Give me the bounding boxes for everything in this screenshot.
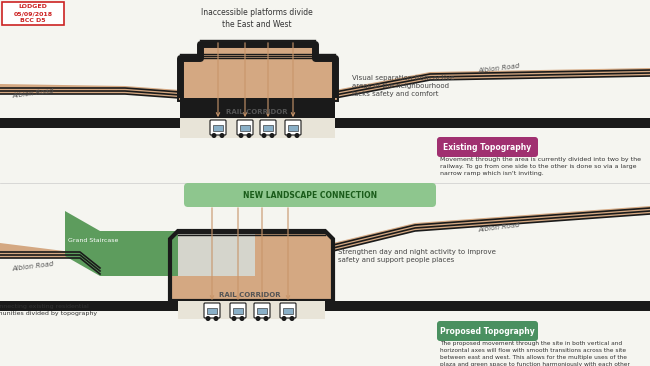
Text: Existing Topography: Existing Topography <box>443 142 532 152</box>
Circle shape <box>212 134 216 137</box>
Text: Grand Staircase: Grand Staircase <box>68 239 118 243</box>
Polygon shape <box>0 118 650 128</box>
Text: Connecting existing residential
communities divided by topography: Connecting existing residential communit… <box>0 304 97 315</box>
Polygon shape <box>180 98 335 118</box>
Circle shape <box>262 134 266 137</box>
Text: Strengthen day and night activity to improve
safety and support people places: Strengthen day and night activity to imp… <box>338 249 496 263</box>
FancyBboxPatch shape <box>254 303 270 318</box>
FancyBboxPatch shape <box>184 183 436 207</box>
Polygon shape <box>65 211 178 276</box>
Text: Albion Road: Albion Road <box>478 63 521 74</box>
Polygon shape <box>335 68 650 98</box>
Text: Movement through the area is currently divided into two by the
railway. To go fr: Movement through the area is currently d… <box>440 157 641 176</box>
Circle shape <box>214 317 218 320</box>
Polygon shape <box>0 84 180 98</box>
Circle shape <box>264 317 268 320</box>
FancyBboxPatch shape <box>210 120 226 135</box>
Circle shape <box>220 134 224 137</box>
Text: Albion Road: Albion Road <box>478 221 521 232</box>
FancyBboxPatch shape <box>213 125 223 131</box>
Polygon shape <box>180 44 335 98</box>
Text: RAIL CORRIDOR: RAIL CORRIDOR <box>226 109 288 115</box>
Polygon shape <box>0 243 100 274</box>
Text: NEW LANDSCAPE CONNECTION: NEW LANDSCAPE CONNECTION <box>243 190 377 199</box>
Text: Proposed Topography: Proposed Topography <box>440 326 535 336</box>
FancyBboxPatch shape <box>283 308 293 314</box>
FancyBboxPatch shape <box>257 308 267 314</box>
Circle shape <box>295 134 299 137</box>
Circle shape <box>282 317 286 320</box>
Text: RAIL CORRIDOR: RAIL CORRIDOR <box>219 292 281 298</box>
FancyBboxPatch shape <box>240 125 250 131</box>
Circle shape <box>206 317 210 320</box>
Circle shape <box>239 134 243 137</box>
FancyBboxPatch shape <box>178 301 325 319</box>
Circle shape <box>240 317 244 320</box>
Text: The proposed movement through the site in both vertical and
horizontal axes will: The proposed movement through the site i… <box>440 341 630 366</box>
Text: Albion Road: Albion Road <box>12 87 55 98</box>
FancyBboxPatch shape <box>237 120 253 135</box>
FancyBboxPatch shape <box>437 137 538 157</box>
Circle shape <box>290 317 294 320</box>
Circle shape <box>247 134 251 137</box>
FancyBboxPatch shape <box>288 125 298 131</box>
FancyBboxPatch shape <box>204 303 220 318</box>
Polygon shape <box>178 231 255 276</box>
Text: Inaccessible platforms divide
the East and West: Inaccessible platforms divide the East a… <box>201 8 313 29</box>
FancyBboxPatch shape <box>207 308 217 314</box>
Text: LODGED
05/09/2018
BCC D5: LODGED 05/09/2018 BCC D5 <box>14 4 53 23</box>
FancyBboxPatch shape <box>2 2 64 25</box>
Circle shape <box>232 317 236 320</box>
FancyBboxPatch shape <box>230 303 246 318</box>
Text: Visual separation from active
areas of the neighbourhood
lacks safety and comfor: Visual separation from active areas of t… <box>352 75 454 97</box>
FancyBboxPatch shape <box>263 125 273 131</box>
Circle shape <box>270 134 274 137</box>
Circle shape <box>256 317 260 320</box>
FancyBboxPatch shape <box>285 120 301 135</box>
FancyBboxPatch shape <box>280 303 296 318</box>
Circle shape <box>287 134 291 137</box>
Polygon shape <box>0 301 650 311</box>
Polygon shape <box>170 301 333 306</box>
FancyBboxPatch shape <box>260 120 276 135</box>
Polygon shape <box>170 231 333 301</box>
Text: Albion Road: Albion Road <box>12 261 55 272</box>
FancyBboxPatch shape <box>180 118 335 138</box>
FancyBboxPatch shape <box>233 308 243 314</box>
FancyBboxPatch shape <box>437 321 538 341</box>
Polygon shape <box>333 206 650 251</box>
